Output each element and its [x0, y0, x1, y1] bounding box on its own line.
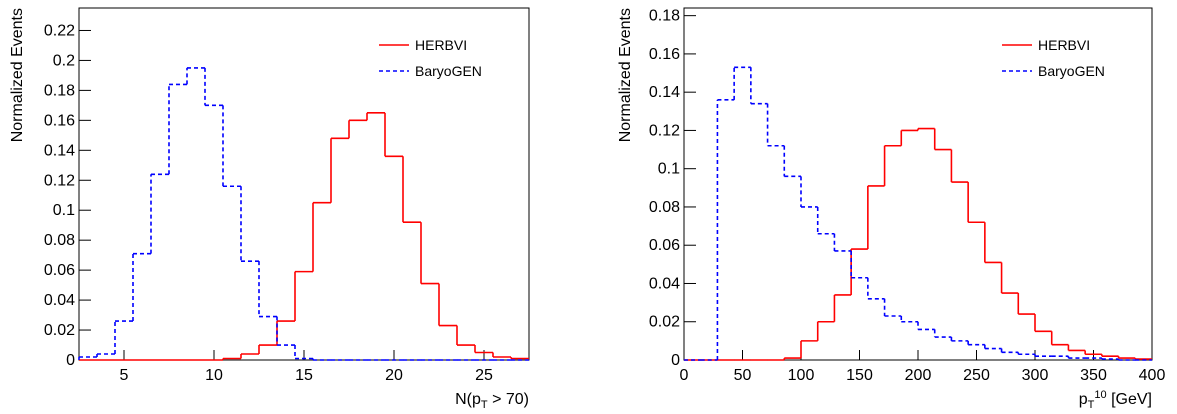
- y-tick-label: 0.16: [44, 112, 75, 129]
- x-axis-label-part: T: [481, 399, 488, 411]
- legend-label: BaryoGEN: [415, 63, 482, 79]
- x-axis-label-part: N(p: [455, 391, 481, 408]
- x-tick-label: 10: [205, 367, 223, 384]
- y-tick-label: 0.08: [44, 232, 75, 249]
- histogram-series: [684, 66, 1152, 361]
- y-tick-label: 0.1: [658, 161, 680, 178]
- x-tick-label: 350: [1080, 367, 1107, 384]
- x-axis-label-part: T: [1088, 399, 1095, 411]
- x-tick-label: 20: [385, 367, 403, 384]
- legend-label: BaryoGEN: [1038, 63, 1105, 79]
- histogram-series: [78, 67, 529, 361]
- plot-frame: [78, 7, 530, 361]
- y-axis-label: Normalized Events: [9, 8, 26, 142]
- x-axis-label: pT10 [GeV]: [1079, 389, 1152, 411]
- x-tick-label: 300: [1022, 367, 1049, 384]
- x-tick-label: 50: [734, 367, 752, 384]
- y-tick-label: 0.14: [44, 142, 75, 159]
- y-tick-label: 0.12: [649, 122, 680, 139]
- legend-label: HERBVI: [415, 37, 467, 53]
- x-tick-label: 25: [475, 367, 493, 384]
- x-tick-label: 100: [788, 367, 815, 384]
- y-tick-label: 0.02: [649, 314, 680, 331]
- plot-frame: [683, 7, 1153, 361]
- x-tick-label: 15: [295, 367, 313, 384]
- x-tick-label: 250: [963, 367, 990, 384]
- y-tick-label: 0.18: [649, 8, 680, 25]
- histogram-series: [684, 127, 1152, 361]
- x-tick-label: 5: [120, 367, 129, 384]
- y-tick-label: 0.22: [44, 22, 75, 39]
- y-tick-label: 0.08: [649, 199, 680, 216]
- y-axis-label: Normalized Events: [617, 8, 634, 142]
- x-axis-label-part: [GeV]: [1107, 391, 1152, 408]
- y-tick-label: 0.1: [53, 202, 75, 219]
- y-tick-label: 0.2: [53, 52, 75, 69]
- y-tick-label: 0.04: [44, 292, 75, 309]
- y-tick-label: 0.16: [649, 46, 680, 63]
- y-tick-label: 0.02: [44, 322, 75, 339]
- x-tick-label: 0: [680, 367, 689, 384]
- y-tick-label: 0.06: [649, 237, 680, 254]
- x-axis-label: N(pT > 70): [455, 391, 529, 411]
- y-tick-label: 0.04: [649, 275, 680, 292]
- x-tick-label: 200: [905, 367, 932, 384]
- y-tick-label: 0: [671, 352, 680, 369]
- y-tick-label: 0.14: [649, 84, 680, 101]
- y-tick-label: 0.12: [44, 172, 75, 189]
- x-tick-label: 150: [846, 367, 873, 384]
- y-tick-label: 0: [66, 352, 75, 369]
- histogram-series: [79, 112, 529, 361]
- x-axis-label-part: p: [1079, 391, 1088, 408]
- y-tick-label: 0.18: [44, 82, 75, 99]
- x-axis-label-part: > 70): [488, 391, 529, 408]
- legend-label: HERBVI: [1038, 37, 1090, 53]
- y-tick-label: 0.06: [44, 262, 75, 279]
- x-axis-label-part: 10: [1094, 389, 1106, 401]
- x-tick-label: 400: [1139, 367, 1166, 384]
